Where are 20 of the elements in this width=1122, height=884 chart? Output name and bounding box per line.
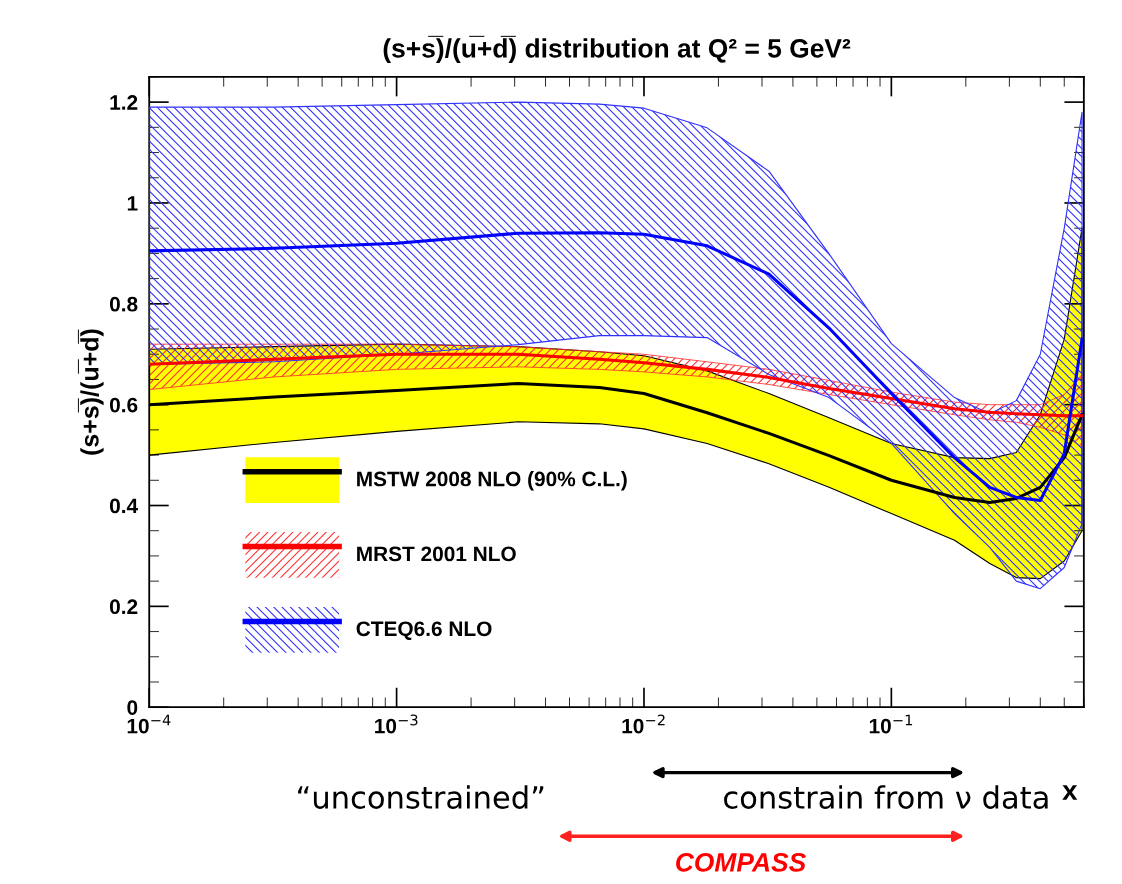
y-tick-label: 0 (127, 700, 138, 715)
y-tick-label: 0.4 (109, 498, 139, 514)
text: constrain from ν data (724, 785, 1048, 809)
x-tick-label: 10$^{−4}$ (127, 714, 171, 734)
x-tick-label: 10$^{−3}$ (375, 714, 418, 734)
legend-label: CTEQ6.6 NLO (356, 621, 492, 641)
y-tick-label: 0.2 (109, 599, 138, 615)
y-tick-label: 0.6 (109, 397, 138, 413)
legend-label: MRST 2001 NLO (357, 546, 516, 562)
chart-title: (s+s̅)/(u̅+d̅) distribution at Q² = 5 GeV² (383, 35, 851, 63)
x-tick-label: 10$^{−1}$ (869, 714, 913, 734)
x-axis-title: x (1062, 785, 1078, 800)
legend-label: MSTW 2008 NLO (90% C.L.) (357, 471, 627, 491)
text: “unconstrained” (298, 785, 544, 809)
x-tick-label: 10$^{−2}$ (622, 714, 665, 734)
y-tick-label: 0.8 (109, 296, 138, 312)
text: COMPASS (676, 852, 806, 872)
y-tick-label: 1 (127, 196, 138, 211)
y-tick-label: 1.2 (110, 95, 138, 110)
y-axis-title: (s+s̅)/(u̅+d̅) (77, 329, 104, 455)
